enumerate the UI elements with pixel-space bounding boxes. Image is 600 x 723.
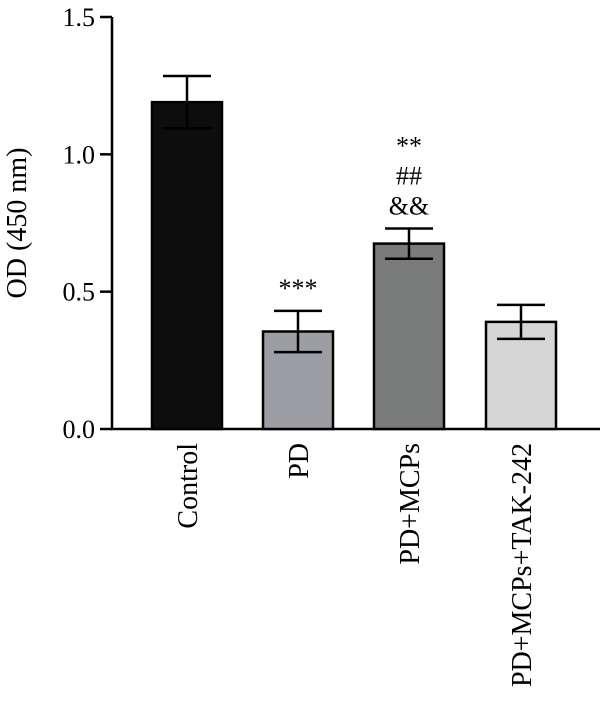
significance-labels: *** &&##** (279, 131, 430, 302)
y-axis-title: OD (450 nm) (2, 148, 33, 299)
y-tick-label: 1.5 (63, 3, 96, 32)
y-tick-label: 0.0 (63, 415, 96, 444)
significance-label: ## (396, 161, 422, 190)
y-ticks: 0.0 0.5 1.0 1.5 (63, 3, 112, 444)
x-tick-label: PD+MCPs+TAK-242 (507, 443, 538, 687)
bar-control (150, 100, 224, 431)
y-tick-label: 0.5 (63, 278, 96, 307)
x-tick-label: Control (173, 443, 204, 529)
error-bars (163, 74, 545, 354)
significance-label: ** (396, 131, 422, 160)
significance-label: *** (279, 274, 318, 303)
x-tick-labels: Control PD PD+MCPs PD+MCPs+TAK-242 (173, 443, 538, 687)
y-tick-label: 1.0 (63, 140, 96, 169)
x-tick-label: PD+MCPs (395, 443, 426, 565)
bar-pd-mcps (372, 242, 446, 431)
significance-label: && (389, 191, 429, 220)
x-tick-label: PD (284, 443, 315, 479)
bars (150, 100, 558, 431)
